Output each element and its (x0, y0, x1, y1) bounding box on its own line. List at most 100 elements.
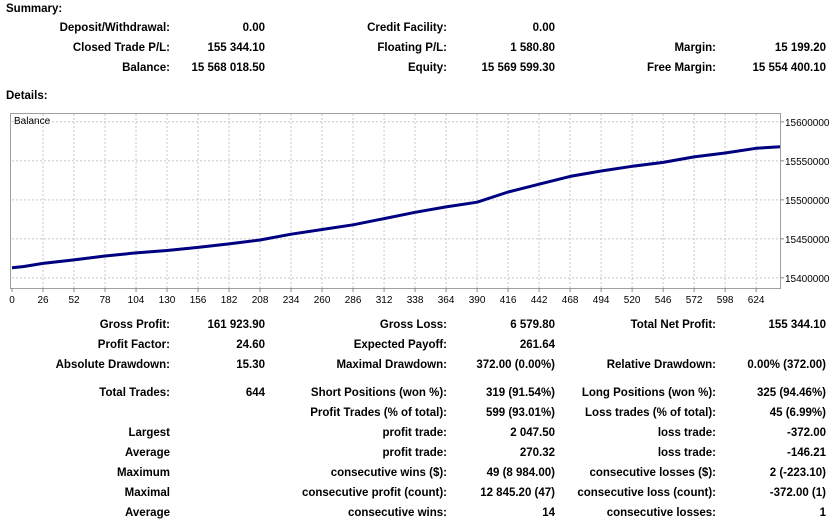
stat-value-col2: 599 (93.01%) (485, 407, 555, 419)
stat-value-col3: 0.00% (372.00) (747, 359, 826, 371)
x-tick-label: 130 (159, 295, 176, 306)
x-tick-label: 312 (376, 295, 393, 306)
stat-value-col2: 12 845.20 (47) (480, 487, 555, 499)
x-tick-label: 494 (593, 295, 610, 306)
stat-label-col2: profit trade: (382, 427, 447, 439)
stat-label-col3: consecutive loss (count): (577, 487, 716, 499)
stat-label-col2: Short Positions (won %): (310, 387, 447, 399)
chart-title: Balance (14, 116, 51, 127)
x-tick-label: 416 (500, 295, 517, 306)
x-tick-label: 468 (562, 295, 579, 306)
stat-label-col3: Total Net Profit: (630, 319, 716, 331)
margin-value: 15 199.20 (774, 42, 826, 54)
stat-label-col3: consecutive losses ($): (589, 467, 716, 479)
stat-label-col3: Long Positions (won %): (581, 387, 716, 399)
stat-value-col1: 644 (245, 387, 265, 399)
balance-series-line (11, 145, 781, 270)
y-tick-label: 15600000 (785, 118, 830, 129)
stat-label-col1: Gross Profit: (99, 319, 170, 331)
balance-chart-svg: 0 26 52 78 104 130 156 182 208 234 260 286 312 338 364… (9, 114, 830, 306)
stat-value-col3: 45 (6.99%) (769, 407, 826, 419)
x-tick-label: 104 (128, 295, 145, 306)
stat-label-col2: Profit Trades (% of total): (310, 407, 447, 419)
stat-value-col1: 15.30 (236, 359, 265, 371)
stat-value-col3: 2 (-223.10) (769, 467, 826, 479)
stat-value-col2: 2 047.50 (510, 427, 555, 439)
stat-label-col1: Average (125, 507, 170, 519)
x-tick-label: 0 (9, 295, 15, 306)
stat-label-col2: Gross Loss: (379, 319, 447, 331)
floating-pl-label: Floating P/L: (377, 42, 447, 54)
x-tick-label: 546 (655, 295, 672, 306)
stat-value-col2: 14 (542, 507, 555, 519)
balance-value: 15 568 018.50 (191, 62, 265, 74)
y-tick-label: 15400000 (785, 274, 830, 285)
stat-value-col2: 319 (91.54%) (485, 387, 555, 399)
x-tick-label: 286 (345, 295, 362, 306)
stat-label-col3: loss trade: (657, 427, 716, 439)
stat-value-col3: -372.00 (1) (769, 487, 826, 499)
deposit-withdrawal-value: 0.00 (242, 22, 265, 34)
x-tick-label: 442 (531, 295, 548, 306)
stat-value-col3: 1 (819, 507, 826, 519)
stat-value-col1: 161 923.90 (207, 319, 265, 331)
stat-label-col2: Expected Payoff: (353, 339, 447, 351)
y-tick-label: 15500000 (785, 196, 830, 207)
stat-value-col3: 325 (94.46%) (756, 387, 826, 399)
stat-label-col3: consecutive losses: (606, 507, 716, 519)
stat-label-col1: Average (125, 447, 170, 459)
stat-value-col2: 49 (8 984.00) (486, 467, 555, 479)
deposit-withdrawal-label: Deposit/Withdrawal: (59, 22, 170, 34)
stat-value-col3: -146.21 (786, 447, 826, 459)
floating-pl-value: 1 580.80 (510, 42, 555, 54)
x-tick-label: 26 (37, 295, 49, 306)
stat-label-col2: profit trade: (382, 447, 447, 459)
stat-label-col3: Relative Drawdown: (606, 359, 716, 371)
equity-label: Equity: (408, 62, 447, 74)
stat-label-col2: Maximal Drawdown: (336, 359, 447, 371)
credit-facility-value: 0.00 (532, 22, 555, 34)
stat-value-col2: 270.32 (519, 447, 555, 459)
y-tick-label: 15450000 (785, 235, 830, 246)
y-tick-label: 15550000 (785, 157, 830, 168)
stat-label-col2: consecutive wins: (347, 507, 447, 519)
stat-label-col1: Maximal (124, 487, 170, 499)
stat-label-col1: Maximum (116, 467, 170, 479)
x-tick-label: 260 (314, 295, 331, 306)
x-tick-label: 156 (190, 295, 207, 306)
x-tick-label: 572 (686, 295, 703, 306)
stat-value-col3: 155 344.10 (768, 319, 826, 331)
x-tick-label: 78 (99, 295, 111, 306)
x-tick-label: 598 (717, 295, 734, 306)
balance-chart (10, 113, 781, 289)
details-heading: Details: (6, 90, 48, 102)
closed-trade-pl-label: Closed Trade P/L: (72, 42, 170, 54)
x-tick-label: 624 (748, 295, 765, 306)
x-tick-label: 520 (624, 295, 641, 306)
x-tick-label: 208 (252, 295, 269, 306)
stat-label-col1: Profit Factor: (97, 339, 170, 351)
stat-label-col1: Total Trades: (99, 387, 170, 399)
stat-label-col2: consecutive profit (count): (301, 487, 447, 499)
x-tick-label: 364 (438, 295, 455, 306)
stat-label-col2: consecutive wins ($): (330, 467, 447, 479)
balance-label: Balance: (122, 62, 170, 74)
stat-label-col3: Loss trades (% of total): (585, 407, 716, 419)
stat-value-col3: -372.00 (786, 427, 826, 439)
stat-value-col2: 6 579.80 (510, 319, 555, 331)
x-tick-label: 234 (283, 295, 300, 306)
stat-label-col3: loss trade: (657, 447, 716, 459)
stat-label-col1: Largest (128, 427, 170, 439)
stat-value-col2: 261.64 (519, 339, 555, 351)
summary-heading: Summary: (6, 3, 63, 15)
stat-value-col1: 24.60 (236, 339, 265, 351)
stat-label-col1: Absolute Drawdown: (55, 359, 170, 371)
free-margin-value: 15 554 400.10 (752, 62, 826, 74)
closed-trade-pl-value: 155 344.10 (207, 42, 265, 54)
x-tick-label: 390 (469, 295, 486, 306)
credit-facility-label: Credit Facility: (367, 22, 447, 34)
equity-value: 15 569 599.30 (481, 62, 555, 74)
x-tick-label: 52 (68, 295, 80, 306)
margin-label: Margin: (674, 42, 716, 54)
x-tick-label: 182 (221, 295, 238, 306)
